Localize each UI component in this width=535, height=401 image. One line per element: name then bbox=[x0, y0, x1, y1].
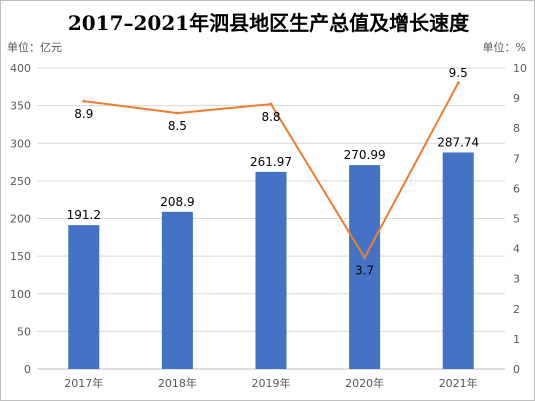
bar-value-label: 208.9 bbox=[160, 195, 194, 209]
growth-point bbox=[363, 256, 367, 260]
chart-title: 2017–2021年泗县地区生产总值及增长速度 bbox=[67, 11, 470, 35]
y-left-tick-label: 350 bbox=[10, 100, 31, 113]
growth-point bbox=[456, 81, 460, 85]
y-left-tick-label: 150 bbox=[10, 250, 31, 263]
bar-value-label: 287.74 bbox=[437, 135, 479, 149]
growth-value-label: 3.7 bbox=[355, 264, 374, 278]
growth-value-label: 8.8 bbox=[261, 110, 280, 124]
y-right-tick-label: 9 bbox=[513, 92, 520, 105]
growth-point bbox=[269, 102, 273, 106]
bar bbox=[349, 165, 381, 369]
y-left-tick-label: 50 bbox=[17, 325, 31, 338]
growth-value-label: 9.5 bbox=[449, 66, 468, 80]
growth-point bbox=[82, 99, 86, 103]
label-layer: 191.2 208.9 261.97 270.99 287.74 8.9 8.5 8.8 3.7… bbox=[67, 66, 480, 278]
y-right-tick-label: 4 bbox=[513, 243, 520, 256]
growth-value-label: 8.5 bbox=[168, 119, 187, 133]
y-left-tick-label: 100 bbox=[10, 288, 31, 301]
x-tick-label: 2021年 bbox=[439, 376, 478, 390]
x-tick-label: 2020年 bbox=[345, 376, 384, 390]
y-left-tick-label: 300 bbox=[10, 137, 31, 150]
growth-value-label: 8.9 bbox=[74, 107, 93, 121]
bar bbox=[161, 211, 193, 369]
y-right-tick-label: 10 bbox=[513, 62, 527, 75]
line-layer bbox=[82, 81, 460, 260]
bar-value-label: 191.2 bbox=[67, 208, 101, 222]
y-right-tick-label: 6 bbox=[513, 182, 520, 195]
y-right-tick-label: 5 bbox=[513, 213, 520, 226]
y-left-tick-label: 200 bbox=[10, 213, 31, 226]
x-tick-label: 2019年 bbox=[252, 376, 291, 390]
bar bbox=[255, 171, 287, 369]
y-right-tick-label: 3 bbox=[513, 273, 520, 286]
x-tick-label: 2017年 bbox=[64, 376, 103, 390]
y-right-tick-label: 1 bbox=[513, 333, 520, 346]
bar-layer bbox=[68, 152, 474, 369]
y-right-tick-label: 2 bbox=[513, 303, 520, 316]
growth-point bbox=[175, 111, 179, 115]
y-right-tick-label: 7 bbox=[513, 152, 520, 165]
left-axis-unit: 单位：亿元 bbox=[7, 41, 62, 54]
right-axis-unit: 单位：% bbox=[482, 41, 526, 54]
bar-value-label: 270.99 bbox=[344, 148, 386, 162]
y-right-tick-label: 0 bbox=[513, 363, 520, 376]
bar bbox=[442, 152, 474, 369]
axis-layer: 0 50 100 150 200 250 300 350 400 0 1 2 3 4 5 6 7 8 9 10 2017… bbox=[10, 62, 527, 390]
y-left-tick-label: 250 bbox=[10, 175, 31, 188]
bar-value-label: 261.97 bbox=[250, 155, 292, 169]
y-left-tick-label: 0 bbox=[24, 363, 31, 376]
y-left-tick-label: 400 bbox=[10, 62, 31, 75]
y-right-tick-label: 8 bbox=[513, 122, 520, 135]
bar bbox=[68, 225, 100, 369]
x-tick-label: 2018年 bbox=[158, 376, 197, 390]
